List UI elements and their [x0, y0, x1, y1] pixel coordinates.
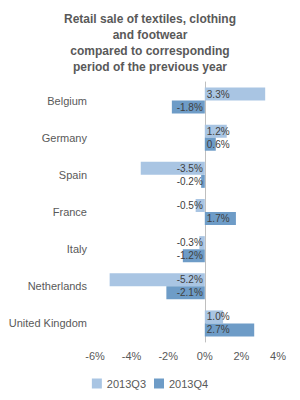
svg-text:1.0%: 1.0% [207, 311, 230, 322]
svg-text:and footwear: and footwear [113, 28, 188, 42]
svg-text:-0.2%: -0.2% [177, 176, 203, 187]
svg-text:3.3%: 3.3% [207, 89, 230, 100]
svg-text:compared to corresponding: compared to corresponding [70, 44, 229, 58]
svg-text:United Kingdom: United Kingdom [9, 317, 87, 329]
svg-text:period of the previous year: period of the previous year [73, 60, 227, 74]
svg-text:-2%: -2% [158, 350, 178, 362]
svg-text:-0.3%: -0.3% [177, 237, 203, 248]
svg-text:2.7%: 2.7% [207, 324, 230, 335]
svg-text:Belgium: Belgium [47, 95, 87, 107]
svg-text:2013Q4: 2013Q4 [169, 378, 208, 390]
svg-text:-3.5%: -3.5% [177, 163, 203, 174]
svg-text:-5.2%: -5.2% [177, 274, 203, 285]
svg-text:-1.2%: -1.2% [177, 250, 203, 261]
svg-text:-1.8%: -1.8% [177, 102, 203, 113]
svg-text:0%: 0% [197, 350, 213, 362]
svg-text:2%: 2% [233, 350, 249, 362]
svg-text:-0.5%: -0.5% [177, 200, 203, 211]
svg-text:1.2%: 1.2% [207, 126, 230, 137]
svg-text:1.7%: 1.7% [207, 213, 230, 224]
svg-text:-2.1%: -2.1% [177, 287, 203, 298]
svg-text:Spain: Spain [59, 169, 87, 181]
svg-text:-6%: -6% [85, 350, 105, 362]
svg-text:0.6%: 0.6% [207, 139, 230, 150]
svg-text:2013Q3: 2013Q3 [107, 378, 146, 390]
svg-text:4%: 4% [270, 350, 286, 362]
svg-text:France: France [53, 206, 87, 218]
svg-text:Netherlands: Netherlands [28, 280, 88, 292]
svg-text:Retail sale of textiles, cloth: Retail sale of textiles, clothing [64, 12, 236, 26]
svg-text:-4%: -4% [122, 350, 142, 362]
svg-text:Italy: Italy [67, 243, 88, 255]
svg-text:Germany: Germany [42, 132, 88, 144]
